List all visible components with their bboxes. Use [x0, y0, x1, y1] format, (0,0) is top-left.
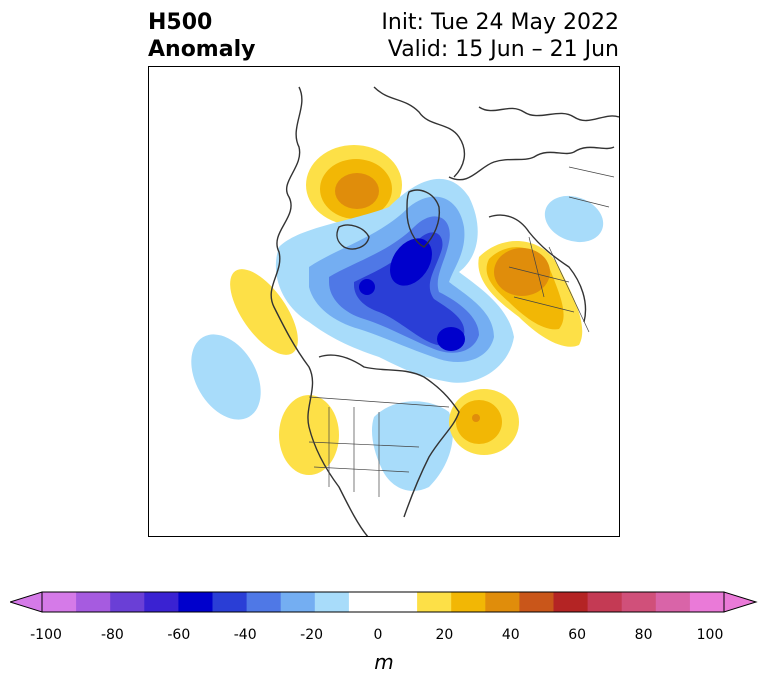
colorbar-tick-label: -60: [167, 627, 191, 643]
colorbar-bin: [178, 592, 213, 612]
colorbar-tick-label: 0: [373, 627, 383, 643]
anomaly-positive-canada: [306, 145, 402, 225]
colorbar-bin: [348, 592, 384, 612]
anomaly-negative-ne: [544, 195, 604, 243]
map-title: H500 Anomaly: [148, 9, 255, 63]
anomaly-negative-pacific: [191, 334, 261, 420]
political-borders: [308, 166, 615, 497]
forecast-info: Init: Tue 24 May 2022 Valid: 15 Jun – 21…: [381, 9, 619, 63]
colorbar-bin: [587, 592, 623, 612]
colorbar-bin: [280, 592, 316, 612]
colorbar-extend-low: [10, 591, 43, 613]
anomaly-positive-pacific: [230, 269, 298, 355]
colorbar-tick-label: -80: [100, 627, 124, 643]
colorbar-tick-label: 80: [634, 627, 653, 643]
colorbar-tick-label: 40: [501, 627, 520, 643]
colorbar-tick-label: 100: [696, 627, 724, 643]
colorbar-tick-label: -40: [233, 627, 257, 643]
colorbar-extend-high: [723, 591, 758, 613]
anomaly-negative-arctic: [275, 178, 514, 383]
colorbar-bin: [553, 592, 589, 612]
colorbar-bin: [76, 592, 111, 612]
colorbar: [10, 591, 758, 613]
colorbar-tick-label: 60: [568, 627, 587, 643]
colorbar-bin: [655, 592, 691, 612]
colorbar-unit: m: [374, 650, 394, 674]
anomaly-map: [148, 66, 620, 537]
colorbar-bin: [144, 592, 179, 612]
colorbar-tick-label: 20: [435, 627, 454, 643]
title-line-2: Anomaly: [148, 37, 256, 62]
coastlines: [270, 86, 619, 536]
colorbar-bin: [42, 592, 77, 612]
colorbar-bin: [383, 592, 418, 612]
anomaly-negative-east-na: [371, 401, 453, 491]
colorbar-bin: [110, 592, 145, 612]
colorbar-bin: [519, 592, 554, 612]
colorbar-bin: [417, 592, 452, 612]
anomaly-positive-atlantic: [449, 389, 519, 455]
colorbar-bin: [246, 592, 282, 612]
colorbar-bin: [621, 592, 657, 612]
colorbar-bin: [314, 592, 350, 612]
colorbar-bin: [451, 592, 486, 612]
anomaly-positive-west-na: [279, 395, 339, 475]
colorbar-tick-label: -100: [30, 627, 62, 643]
valid-range: Valid: 15 Jun – 21 Jun: [387, 37, 619, 62]
colorbar-bin: [689, 592, 725, 612]
map-canvas: [191, 86, 619, 536]
title-line-1: H500: [148, 10, 213, 35]
colorbar-bin: [485, 592, 520, 612]
init-date: Init: Tue 24 May 2022: [381, 10, 619, 35]
colorbar-tick-label: -20: [300, 627, 324, 643]
colorbar-bin: [212, 592, 248, 612]
anomaly-positive-europe: [478, 240, 583, 347]
